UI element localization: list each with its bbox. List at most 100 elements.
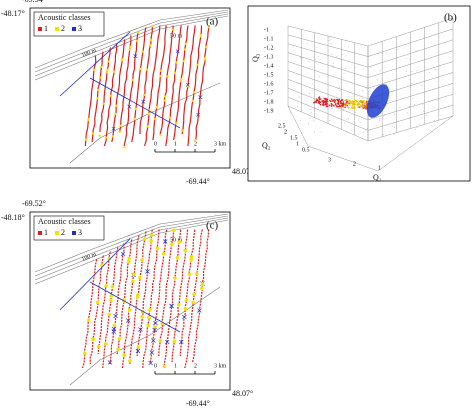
point [298, 96, 300, 98]
axis-line [287, 105, 309, 147]
class-marker [192, 292, 196, 296]
legend-label: 3 [78, 228, 82, 237]
survey-track [89, 255, 104, 365]
class-marker [173, 71, 177, 75]
point [419, 123, 421, 125]
point [289, 112, 291, 114]
class-marker [95, 300, 100, 305]
panel-label: (c) [206, 220, 219, 232]
class-marker [133, 117, 136, 121]
survey-track [195, 25, 210, 141]
point [322, 99, 325, 102]
point [326, 100, 329, 103]
point [376, 53, 378, 54]
survey-track [111, 39, 126, 143]
point [325, 98, 328, 100]
point [434, 69, 436, 70]
class-marker [155, 106, 159, 109]
class-marker [189, 257, 194, 262]
point [299, 57, 301, 58]
coast-line [69, 82, 221, 164]
point [324, 107, 326, 109]
point [319, 98, 322, 100]
class-marker: × [195, 111, 201, 119]
point [332, 62, 334, 64]
z-tick-label: -1.9 [264, 108, 274, 114]
point [381, 78, 383, 80]
class-marker: × [110, 327, 117, 336]
z-tick-label: -1.2 [264, 45, 274, 51]
class-marker [141, 50, 144, 53]
point [311, 112, 313, 113]
class-marker [84, 138, 88, 141]
class-marker [177, 302, 181, 307]
point [433, 67, 435, 69]
point [323, 97, 326, 100]
class-marker [140, 258, 144, 262]
coord-right: 48.07° [232, 167, 253, 176]
class-marker [170, 242, 174, 247]
point [392, 91, 394, 92]
point [330, 39, 332, 41]
contour-line [34, 15, 229, 81]
coord-bottom: -69.44° [186, 399, 210, 408]
class-marker: × [196, 306, 203, 315]
point [302, 57, 303, 59]
class-marker [109, 294, 114, 298]
point [379, 70, 381, 72]
class-marker [142, 93, 146, 97]
point [313, 120, 315, 122]
y-tick-label: 1.5 [290, 135, 298, 141]
cluster [366, 84, 390, 118]
point [355, 112, 356, 114]
y-tick-label: 2 [284, 129, 287, 135]
survey-track [116, 239, 133, 355]
class-marker [163, 99, 166, 102]
class-marker [100, 263, 104, 268]
survey-track [171, 229, 189, 363]
class-marker [128, 48, 131, 51]
point [328, 104, 331, 107]
legend-swatch [38, 27, 42, 31]
class-marker [200, 282, 205, 286]
class-marker: × [175, 47, 181, 55]
point [310, 117, 312, 119]
class-marker [183, 248, 188, 253]
scale-label: 2 [194, 141, 197, 147]
class-marker [177, 240, 182, 244]
point [379, 118, 381, 120]
class-marker [128, 359, 132, 363]
class-marker [119, 124, 122, 128]
class-marker [180, 77, 183, 81]
class-marker: × [151, 326, 158, 335]
point [348, 106, 351, 109]
class-marker [174, 122, 178, 125]
legend-swatch [72, 27, 76, 31]
point [361, 100, 363, 102]
class-marker [139, 67, 142, 70]
class-marker [136, 345, 141, 349]
point [411, 98, 413, 99]
point [354, 67, 356, 68]
survey-track [187, 25, 203, 147]
survey-track [99, 47, 111, 133]
class-marker [98, 76, 102, 79]
x-tick-label: 2 [353, 161, 356, 167]
class-marker [205, 45, 208, 49]
coord-right: 48.07° [232, 389, 253, 398]
class-marker: × [112, 312, 119, 321]
legend-swatch [55, 27, 59, 31]
point [343, 73, 345, 74]
survey-track [121, 235, 140, 369]
class-marker [98, 134, 101, 137]
point [299, 119, 301, 121]
class-marker [102, 102, 105, 105]
coord-top: -69.54° [22, 0, 46, 4]
class-marker [171, 228, 176, 233]
contour-line [34, 213, 229, 273]
contour-line [34, 9, 229, 69]
point [347, 131, 348, 133]
legend-title: Acoustic classes [38, 13, 91, 22]
point [345, 101, 348, 103]
point [322, 103, 325, 105]
